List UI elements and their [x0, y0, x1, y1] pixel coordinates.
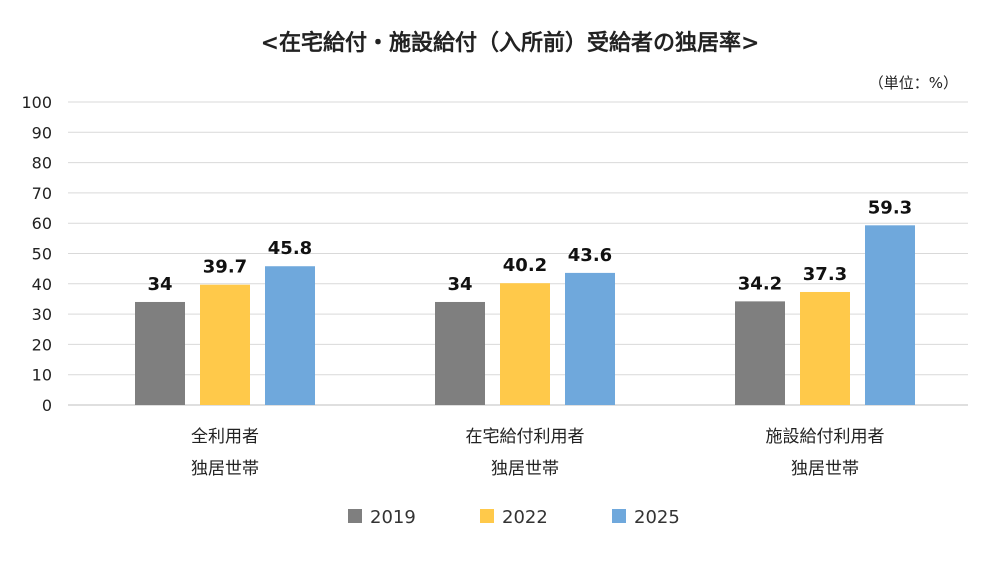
data-label: 39.7 [203, 257, 247, 278]
x-category-label: 全利用者 [191, 427, 259, 447]
y-tick-label: 30 [32, 305, 52, 324]
y-tick-label: 100 [21, 93, 52, 112]
y-tick-label: 40 [32, 275, 52, 294]
bar-2019 [135, 301, 185, 405]
bar-2022 [500, 283, 550, 405]
y-tick-label: 10 [32, 366, 52, 385]
data-label: 59.3 [868, 197, 912, 218]
x-category-label: 独居世帯 [791, 459, 859, 479]
y-tick-label: 70 [32, 184, 52, 203]
data-labels: 34 39.7 45.8 34 40.2 43.6 34.2 37.3 59.3 [147, 197, 912, 295]
legend: 2019 2022 2025 [348, 507, 680, 528]
x-category-label: 独居世帯 [191, 459, 259, 479]
data-label: 40.2 [503, 255, 547, 276]
bars [135, 225, 915, 405]
bar-2019 [735, 301, 785, 405]
data-label: 43.6 [568, 245, 612, 266]
x-category-label: 在宅給付利用者 [466, 427, 585, 447]
legend-label: 2025 [634, 507, 680, 528]
y-tick-label: 0 [42, 396, 52, 415]
bar-2019 [435, 301, 485, 405]
x-category-label: 独居世帯 [491, 459, 559, 479]
data-label: 45.8 [268, 238, 312, 259]
legend-label: 2019 [370, 507, 416, 528]
y-tick-label: 60 [32, 214, 52, 233]
unit-note: （単位：%） [869, 74, 958, 92]
legend-swatch-2025 [612, 509, 626, 523]
legend-label: 2022 [502, 507, 548, 528]
bar-2025 [565, 272, 615, 405]
chart-title: <在宅給付・施設給付（入所前）受給者の独居率> [261, 30, 760, 56]
data-label: 34.2 [738, 273, 782, 294]
data-label: 34 [447, 274, 472, 295]
y-tick-label: 90 [32, 123, 52, 142]
x-category-label: 施設給付利用者 [766, 427, 885, 447]
y-tick-label: 80 [32, 154, 52, 173]
legend-swatch-2019 [348, 509, 362, 523]
y-tick-label: 20 [32, 335, 52, 354]
y-tick-label: 50 [32, 245, 52, 264]
bar-2025 [265, 266, 315, 405]
bar-2022 [200, 284, 250, 405]
bar-2025 [865, 225, 915, 405]
data-label: 34 [147, 274, 172, 295]
y-axis: 0 10 20 30 40 50 60 70 80 90 100 [21, 93, 52, 415]
bar-2022 [800, 291, 850, 405]
legend-swatch-2022 [480, 509, 494, 523]
data-label: 37.3 [803, 264, 847, 285]
